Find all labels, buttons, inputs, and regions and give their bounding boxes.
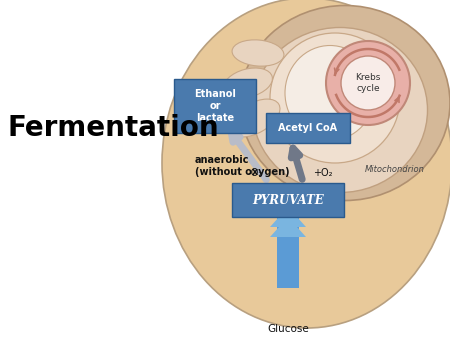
- Ellipse shape: [224, 68, 272, 98]
- Bar: [0, 0, 163, 338]
- Ellipse shape: [230, 99, 280, 137]
- Text: Fermentation: Fermentation: [8, 114, 220, 142]
- Polygon shape: [270, 217, 306, 237]
- Text: Acetyl CoA: Acetyl CoA: [279, 123, 338, 133]
- Ellipse shape: [162, 0, 450, 328]
- Ellipse shape: [341, 56, 395, 110]
- Ellipse shape: [326, 41, 410, 125]
- Ellipse shape: [232, 40, 284, 66]
- Text: anaerobic
(without oxygen): anaerobic (without oxygen): [195, 155, 290, 177]
- Polygon shape: [270, 207, 306, 227]
- FancyBboxPatch shape: [266, 113, 350, 143]
- Text: Krebs
cycle: Krebs cycle: [356, 73, 381, 93]
- Text: -O₂: -O₂: [248, 168, 263, 178]
- Ellipse shape: [285, 46, 375, 141]
- Ellipse shape: [240, 5, 450, 200]
- FancyBboxPatch shape: [174, 79, 256, 133]
- FancyBboxPatch shape: [232, 183, 344, 217]
- Ellipse shape: [270, 33, 400, 163]
- Ellipse shape: [252, 27, 428, 193]
- Text: Mitochondrion: Mitochondrion: [365, 166, 425, 174]
- Text: +O₂: +O₂: [313, 168, 333, 178]
- Text: PYRUVATE: PYRUVATE: [252, 193, 324, 207]
- Text: Glucose: Glucose: [267, 324, 309, 334]
- Text: Ethanol
or
lactate: Ethanol or lactate: [194, 89, 236, 123]
- Polygon shape: [270, 184, 306, 202]
- Bar: [277, 194, 299, 288]
